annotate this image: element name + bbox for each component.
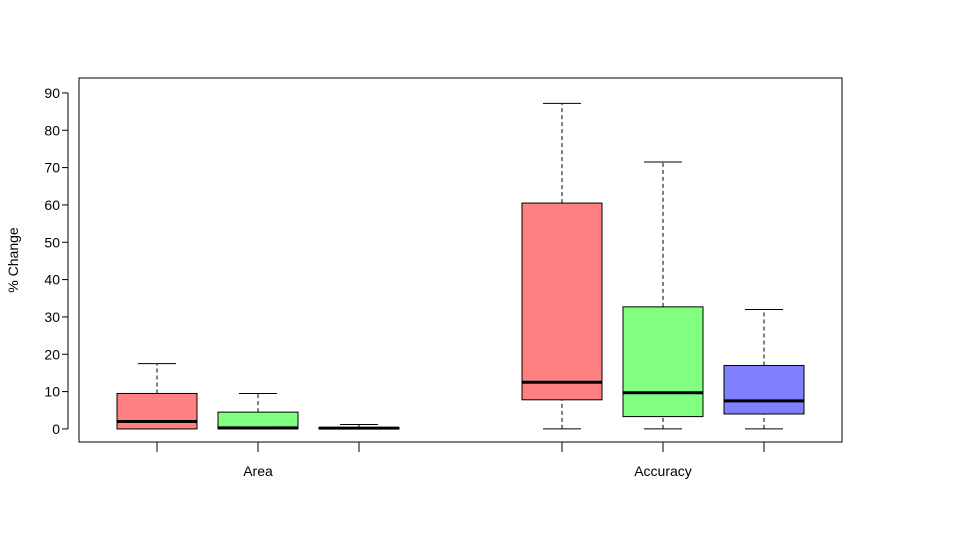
box-iqr [723,364,805,415]
box-iqr [116,392,198,430]
box-plot [521,102,603,430]
box-plot [318,423,400,430]
y-tick-label: 80 [44,122,60,138]
box-plot [622,161,704,430]
plot-frame [78,77,843,443]
y-tick-label: 30 [44,309,60,325]
x-axis: Area Accuracy [156,442,765,479]
box-iqr [622,306,704,418]
box-plot [217,392,299,430]
y-tick-label: 70 [44,160,60,176]
y-tick-label: 10 [44,384,60,400]
box-iqr [521,202,603,401]
box-plot [116,363,198,430]
y-tick-label: 60 [44,197,60,213]
y-tick-label: 20 [44,346,60,362]
y-tick-label: 90 [44,85,60,101]
box-plot [723,308,805,430]
y-axis-label: % Change [5,227,21,293]
box-series [116,102,805,430]
x-group-label: Area [243,463,273,479]
x-group-label: Accuracy [634,463,692,479]
y-tick-label: 50 [44,234,60,250]
y-tick-label: 0 [52,421,60,437]
y-axis: 0 10 20 30 40 50 60 70 80 90 [44,85,69,437]
y-tick-label: 40 [44,272,60,288]
